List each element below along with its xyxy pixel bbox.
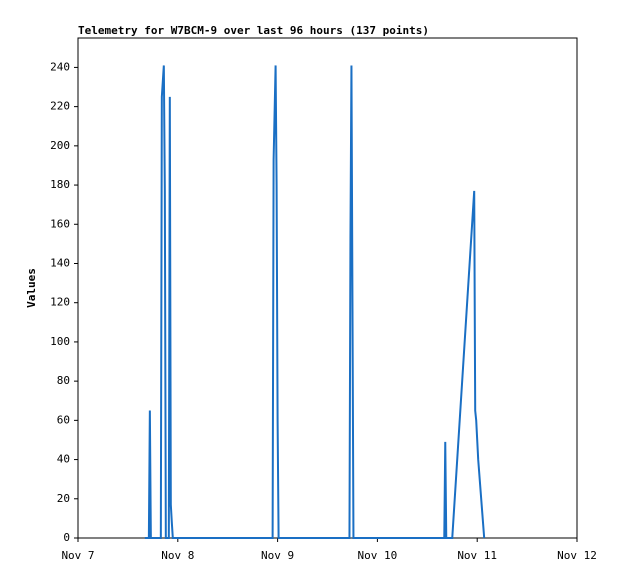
data-line	[144, 65, 486, 539]
y-tick-label: 140	[50, 256, 70, 269]
x-tick-label: Nov 11	[457, 549, 497, 562]
x-tick-label: Nov 12	[557, 549, 597, 562]
y-tick-label: 160	[50, 217, 70, 230]
y-tick-label: 20	[57, 492, 70, 505]
y-tick-label: 200	[50, 139, 70, 152]
y-tick-label: 220	[50, 100, 70, 113]
x-tick-label: Nov 9	[261, 549, 294, 562]
x-tick-label: Nov 8	[161, 549, 194, 562]
y-axis-label: Values	[25, 268, 38, 308]
plot-frame	[77, 37, 578, 539]
y-tick-label: 180	[50, 178, 70, 191]
y-tick-label: 40	[57, 453, 70, 466]
x-tick-label: Nov 10	[358, 549, 398, 562]
y-tick-label: 80	[57, 374, 70, 387]
x-tick-label: Nov 7	[61, 549, 94, 562]
y-tick-label: 100	[50, 335, 70, 348]
y-tick-label: 240	[50, 60, 70, 73]
y-tick-label: 60	[57, 413, 70, 426]
y-tick-label: 0	[63, 531, 70, 544]
chart-title: Telemetry for W7BCM-9 over last 96 hours…	[78, 24, 429, 37]
y-tick-label: 120	[50, 296, 70, 309]
